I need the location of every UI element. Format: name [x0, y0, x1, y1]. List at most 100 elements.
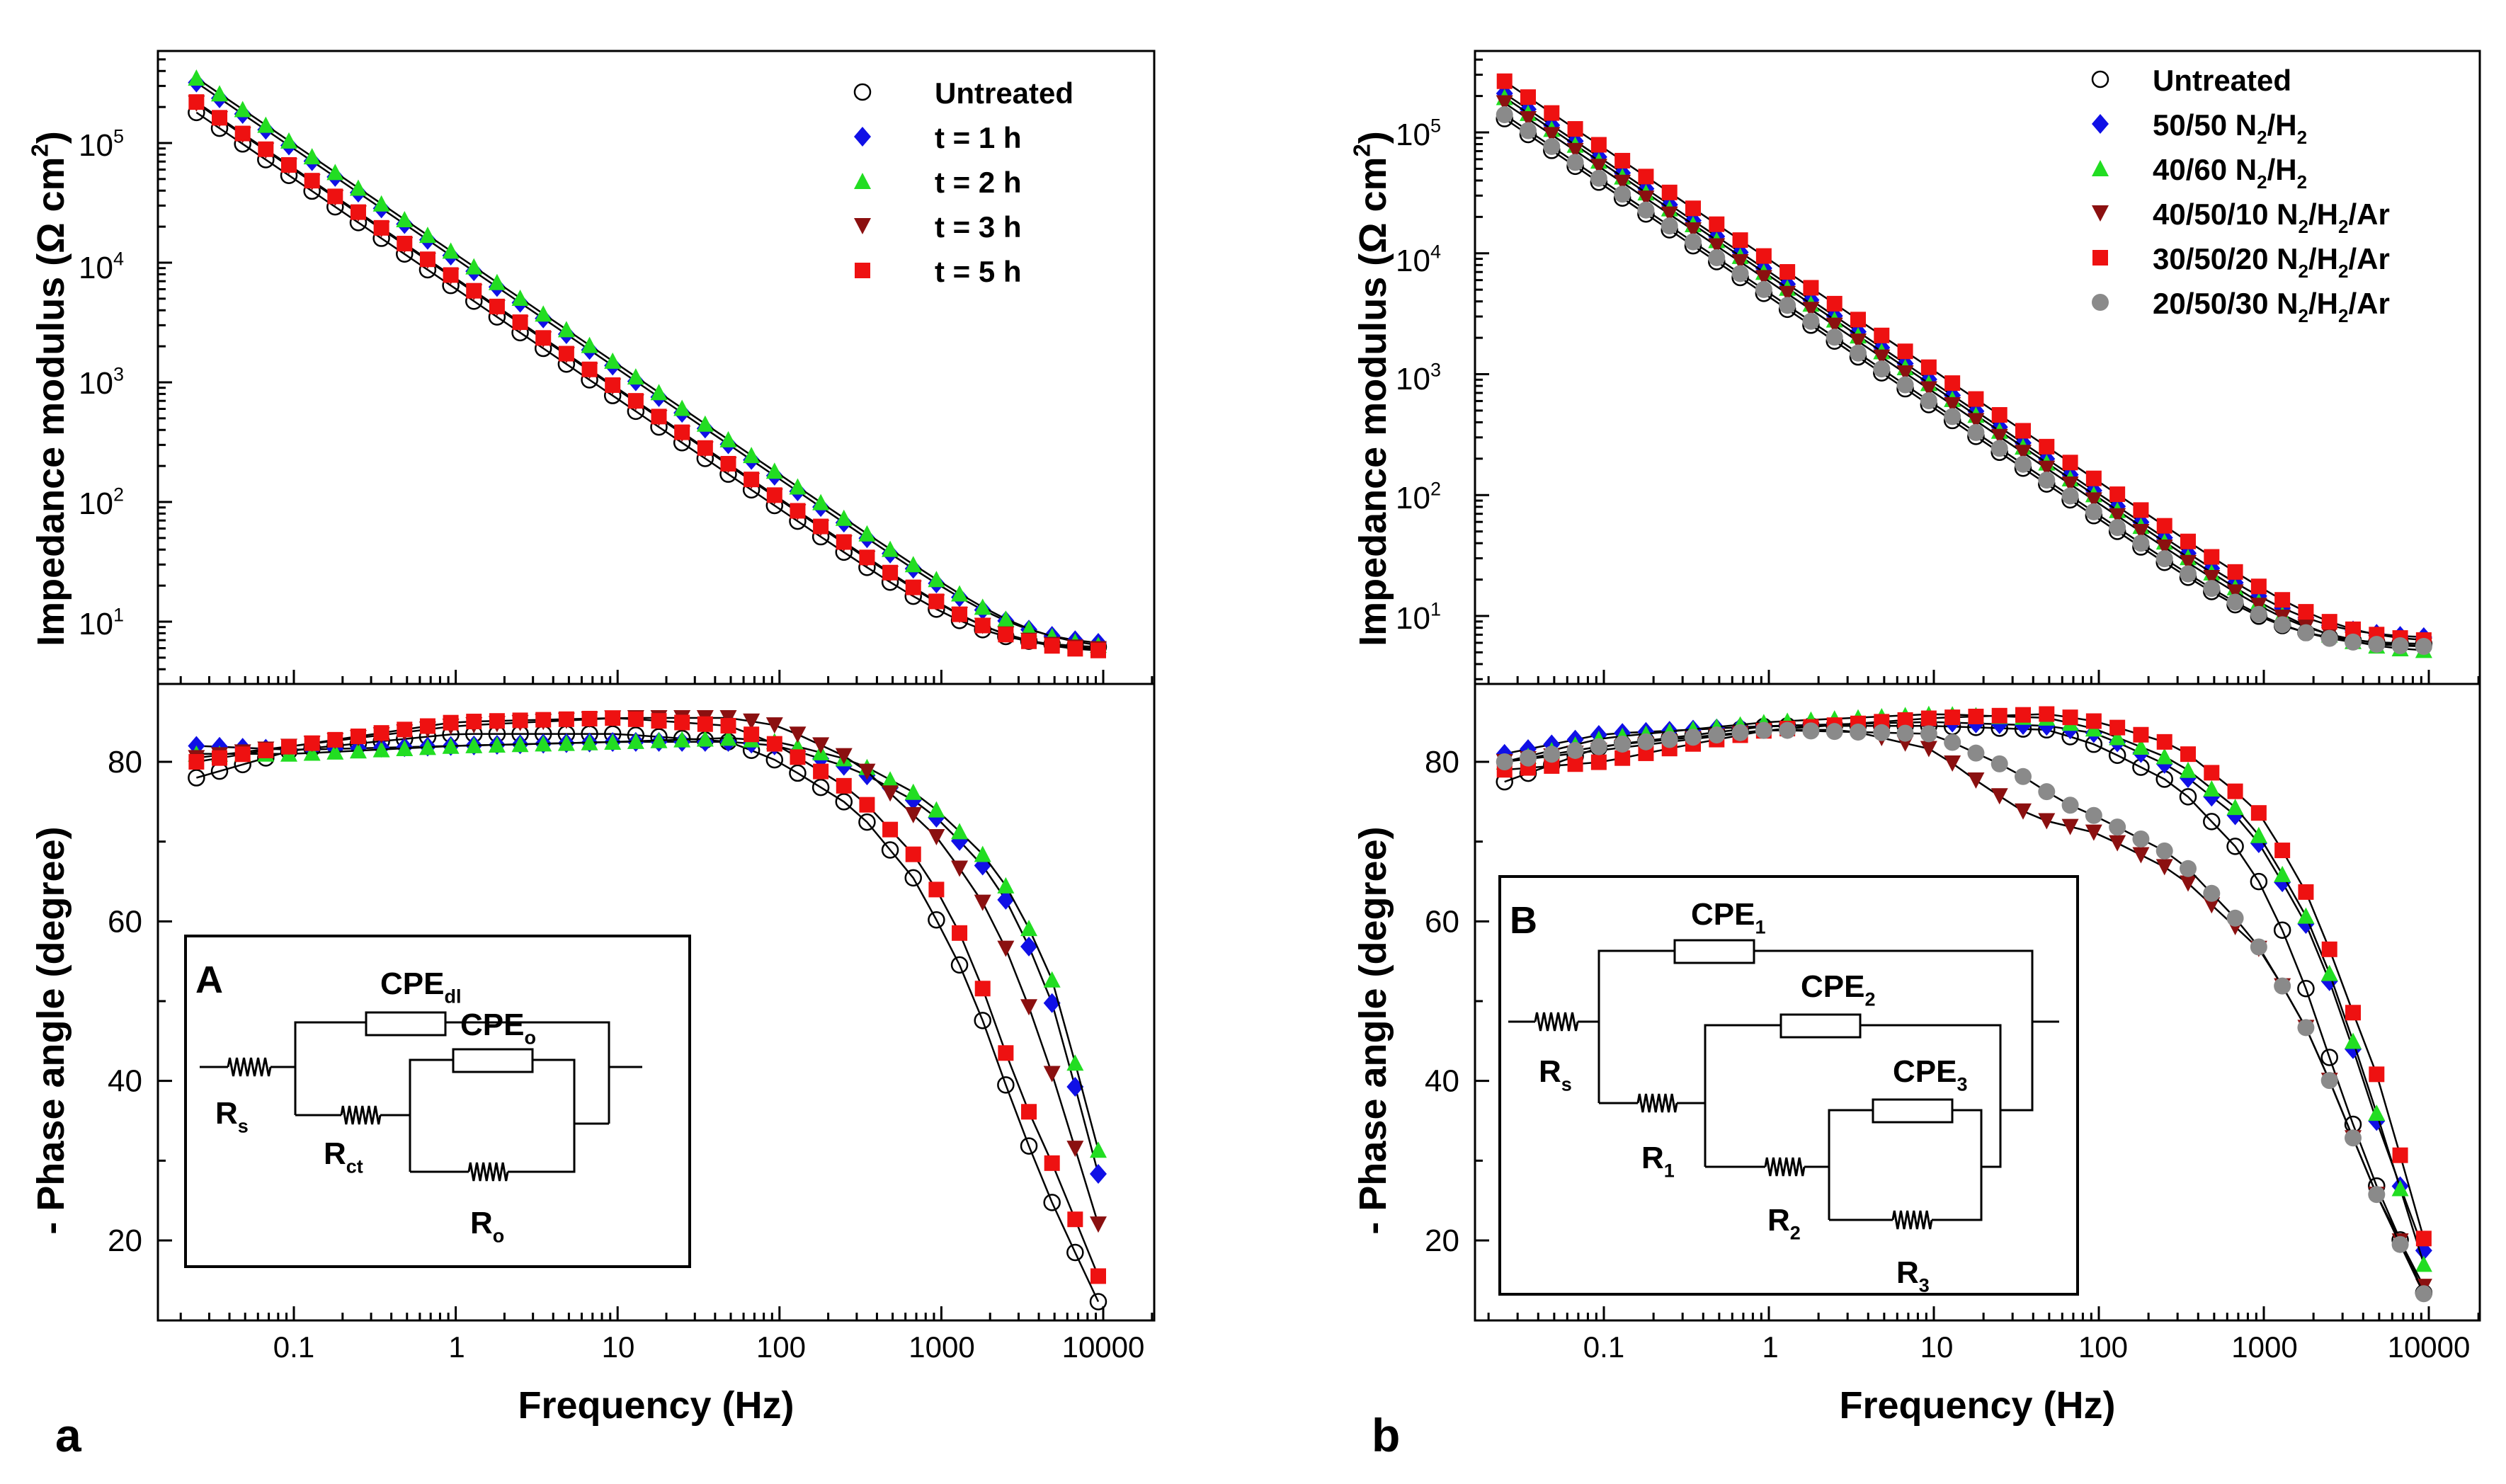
- modulus-series-4: [1496, 73, 2432, 649]
- data-point: [2204, 765, 2220, 781]
- y-tick-label-part: 10: [1396, 244, 1430, 278]
- inset-frame: [184, 935, 691, 1268]
- data-point: [1543, 137, 1561, 155]
- label-cpe-3-part: CPE: [1893, 1054, 1957, 1089]
- data-point: [790, 503, 806, 519]
- data-point: [188, 754, 205, 770]
- y-tick-label-part: 4: [113, 249, 124, 270]
- data-point: [1661, 184, 1678, 200]
- label-cpe-2-part: CPE: [1801, 969, 1864, 1004]
- wire: [1597, 949, 2034, 1103]
- data-point: [489, 713, 505, 729]
- label-rs-part: s: [1561, 1073, 1572, 1095]
- data-point: [349, 179, 367, 196]
- data-point: [234, 101, 251, 118]
- label-cpe-1-part: CPE: [1691, 897, 1755, 932]
- resistor-rs: [1534, 1012, 1579, 1032]
- data-point: [2155, 748, 2173, 765]
- data-point: [650, 731, 668, 748]
- phase-series-0: [188, 725, 1107, 1311]
- data-point: [1089, 1164, 1107, 1185]
- data-point: [1896, 376, 1914, 394]
- data-point: [627, 732, 644, 749]
- data-point: [280, 156, 297, 173]
- data-point: [2250, 938, 2267, 956]
- data-point: [1020, 620, 1038, 637]
- data-point: [1803, 280, 1819, 296]
- data-point: [211, 85, 229, 102]
- data-point: [419, 718, 435, 734]
- data-point: [2015, 715, 2032, 736]
- data-point: [1755, 721, 1772, 739]
- data-point: [2180, 761, 2197, 778]
- panel-label: b: [1372, 1409, 1400, 1461]
- data-point: [1021, 1104, 1037, 1120]
- data-point: [858, 525, 876, 542]
- data-point: [904, 806, 922, 823]
- data-point: [882, 821, 899, 838]
- data-point: [1021, 633, 1037, 649]
- wire: [1932, 1167, 1983, 1221]
- legend-marker: [854, 127, 871, 147]
- data-point: [1708, 249, 1726, 267]
- data-point: [627, 711, 644, 727]
- data-point: [1709, 216, 1725, 232]
- data-point: [859, 797, 875, 813]
- wire: [409, 1058, 609, 1172]
- data-point: [2109, 719, 2126, 736]
- data-point: [535, 305, 552, 322]
- data-point: [1920, 741, 1937, 758]
- inset-frame: [1498, 875, 2079, 1296]
- fit-line: [196, 717, 1100, 1225]
- data-point: [1067, 641, 1083, 657]
- data-point: [650, 384, 668, 401]
- data-point: [2369, 1066, 2385, 1083]
- top-y-axis-label-part: 2: [26, 144, 52, 156]
- resistor-r3: [1891, 1210, 1933, 1230]
- data-point: [304, 735, 320, 751]
- y-tick-label: 103: [79, 364, 124, 401]
- data-point: [1614, 750, 1631, 766]
- x-tick-label: 1: [1762, 1330, 1778, 1364]
- data-point: [744, 726, 760, 743]
- fit-line: [1504, 721, 2425, 1251]
- y-tick-label: 80: [108, 745, 142, 780]
- resistor-rct: [340, 1105, 382, 1125]
- data-point: [419, 251, 435, 268]
- data-point: [234, 746, 251, 763]
- y-tick-label-part: 5: [113, 126, 124, 147]
- data-point: [1543, 127, 1561, 144]
- modulus-series-1: [188, 72, 1107, 653]
- fit-line: [1504, 113, 2424, 648]
- fit-line: [195, 101, 1099, 651]
- data-point: [1043, 1194, 1061, 1211]
- fit-line: [1504, 102, 2424, 647]
- legend-label: Untreated: [2153, 64, 2291, 97]
- y-tick-label: 104: [79, 249, 124, 285]
- inset-label: A: [195, 959, 223, 1001]
- data-point: [442, 737, 460, 754]
- data-point: [1944, 408, 1961, 426]
- data-point: [2391, 1180, 2409, 1197]
- label-cpe-o: CPEo: [460, 1008, 536, 1048]
- y-tick-label: 101: [79, 605, 124, 641]
- data-point: [2062, 709, 2078, 726]
- data-point: [881, 841, 899, 859]
- data-point: [744, 472, 760, 488]
- data-point: [719, 430, 737, 447]
- x-tick-label: 100: [756, 1330, 806, 1364]
- y-tick-label-part: 10: [1396, 481, 1430, 515]
- data-point: [2155, 842, 2173, 860]
- data-point: [2156, 518, 2172, 534]
- legend-label-part: /Ar: [2348, 287, 2389, 320]
- data-point: [2250, 872, 2268, 891]
- data-point: [2320, 1072, 2338, 1090]
- data-point: [2085, 824, 2102, 841]
- data-point: [350, 729, 366, 745]
- data-point: [1685, 729, 1702, 746]
- y-tick-label: 40: [108, 1064, 142, 1099]
- data-point: [2368, 1105, 2386, 1121]
- data-point: [2132, 847, 2150, 864]
- data-point: [2226, 593, 2244, 611]
